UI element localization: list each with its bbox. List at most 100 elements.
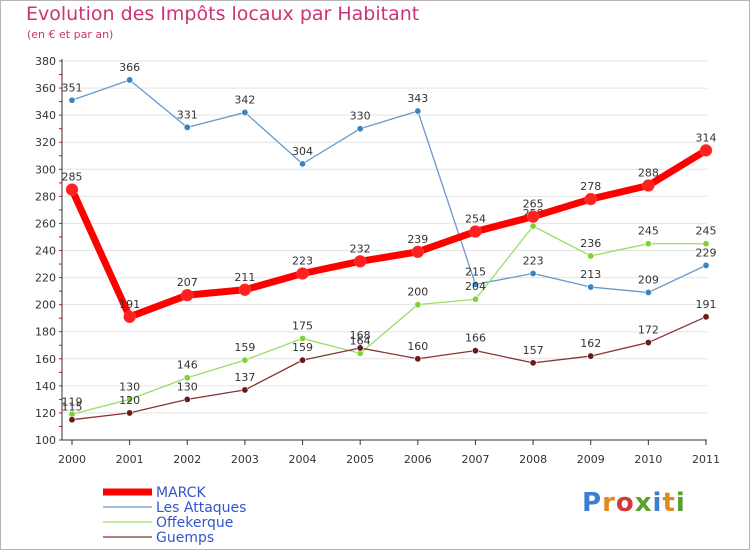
x-tick-label: 2003 — [231, 453, 259, 466]
x-tick-label: 2010 — [634, 453, 662, 466]
data-point — [123, 310, 136, 324]
data-point — [587, 283, 595, 291]
y-tick-label: 120 — [35, 407, 56, 420]
data-label: 175 — [292, 319, 313, 332]
proxiti-logo: Proxiti — [582, 488, 686, 518]
x-tick-label: 2008 — [519, 453, 547, 466]
data-point — [68, 96, 76, 104]
data-point — [414, 355, 422, 363]
series-les-attaques: 351 366 331 342 304 330 343 215 223 213 209 229 — [62, 61, 717, 296]
data-label: 229 — [696, 246, 717, 259]
data-point — [469, 225, 482, 238]
data-label: 330 — [350, 110, 371, 123]
y-tick-label: 260 — [35, 217, 56, 230]
data-point — [702, 240, 710, 248]
data-label: 304 — [292, 145, 313, 158]
data-point — [299, 160, 307, 168]
data-point — [241, 108, 249, 116]
x-tick-label: 2004 — [289, 453, 317, 466]
x-tick-label: 2007 — [461, 453, 489, 466]
data-label: 288 — [638, 167, 659, 180]
data-label: 215 — [465, 265, 486, 278]
data-label: 160 — [407, 340, 428, 353]
y-tick-label: 320 — [35, 136, 56, 149]
data-label: 168 — [350, 329, 371, 342]
data-label: 191 — [696, 298, 717, 311]
data-label: 245 — [696, 225, 717, 238]
y-tick-label: 280 — [35, 190, 56, 203]
data-point — [471, 280, 479, 288]
x-tick-label: 2009 — [577, 453, 605, 466]
y-tick-label: 220 — [35, 272, 56, 285]
x-tick-label: 2005 — [346, 453, 374, 466]
data-label: 115 — [62, 401, 83, 414]
data-point — [299, 334, 307, 342]
data-point — [702, 261, 710, 269]
data-label: 200 — [407, 286, 428, 299]
data-point — [642, 179, 655, 192]
data-point — [299, 356, 307, 364]
data-label: 314 — [696, 131, 717, 144]
data-label: 254 — [465, 213, 486, 226]
y-tick-label: 360 — [35, 82, 56, 95]
data-point — [414, 107, 422, 115]
y-tick-label: 380 — [35, 55, 56, 68]
data-label: 223 — [523, 255, 544, 268]
chart-title: Evolution des Impôts locaux par Habitant — [26, 3, 420, 25]
data-label: 207 — [177, 276, 198, 289]
series-marck: 285 191 207 211 223 232 239 254 265 278 288 314 — [62, 131, 717, 324]
data-point — [529, 222, 537, 230]
data-point — [584, 192, 597, 206]
data-label: 130 — [119, 380, 140, 393]
x-tick-label: 2002 — [173, 453, 201, 466]
data-label: 351 — [62, 81, 83, 94]
data-label: 162 — [580, 337, 601, 350]
data-point — [587, 352, 595, 360]
chart-subtitle: (en € et par an) — [27, 28, 114, 41]
data-label: 366 — [119, 61, 140, 74]
data-label: 130 — [177, 380, 198, 393]
y-tick-label: 140 — [35, 380, 56, 393]
data-label: 146 — [177, 359, 198, 372]
x-tick-label: 2011 — [692, 453, 720, 466]
data-point — [702, 313, 710, 321]
data-point — [471, 295, 479, 303]
data-label: 213 — [580, 268, 601, 281]
data-point — [471, 347, 479, 355]
data-point — [529, 270, 537, 278]
data-point — [241, 386, 249, 394]
x-tick-label: 2001 — [116, 453, 144, 466]
data-label: 204 — [465, 280, 486, 293]
y-tick-label: 300 — [35, 163, 56, 176]
data-label: 236 — [580, 237, 601, 250]
y-tick-label: 340 — [35, 109, 56, 122]
data-point — [181, 288, 194, 302]
data-label: 119 — [62, 395, 83, 408]
data-label: 265 — [523, 198, 544, 211]
data-label: 278 — [580, 180, 601, 193]
data-point — [241, 356, 249, 364]
data-label: 232 — [350, 242, 371, 255]
x-tick-label: 2000 — [58, 453, 86, 466]
data-point — [183, 374, 191, 382]
data-point — [411, 245, 425, 259]
data-label: 343 — [407, 92, 428, 105]
data-label: 164 — [350, 334, 371, 347]
data-point — [68, 416, 76, 424]
data-point — [529, 359, 537, 367]
data-point — [356, 344, 364, 352]
data-point — [238, 283, 252, 297]
series-line — [68, 146, 710, 321]
series-line — [71, 79, 707, 294]
data-point — [644, 240, 652, 248]
data-label: 245 — [638, 225, 659, 238]
x-tick-label: 2006 — [404, 453, 432, 466]
data-label: 331 — [177, 108, 198, 121]
legend-label: Guemps — [156, 530, 214, 546]
data-point — [356, 125, 364, 133]
data-label: 137 — [234, 371, 255, 384]
data-point — [296, 267, 309, 280]
legend-label: Les Attaques — [156, 500, 246, 516]
